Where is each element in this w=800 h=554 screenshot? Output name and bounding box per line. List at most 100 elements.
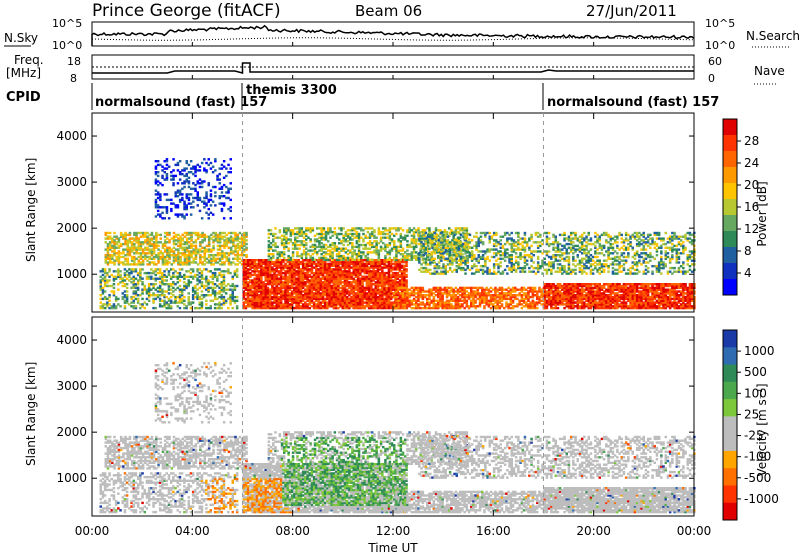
power-cell (177, 257, 180, 260)
power-cell (439, 295, 442, 299)
power-cell (352, 281, 355, 284)
power-cell (419, 301, 422, 304)
power-cell (201, 233, 204, 237)
power-cell (394, 279, 397, 282)
power-cell (324, 234, 328, 237)
power-cell (376, 271, 380, 275)
power-cell (260, 294, 263, 297)
power-cell (158, 290, 162, 293)
power-cell (188, 259, 191, 262)
power-cell (388, 234, 392, 237)
power-cell (277, 299, 281, 302)
power-cell (434, 299, 438, 302)
power-cell (351, 243, 354, 247)
power-cell (147, 286, 151, 290)
power-cell (343, 292, 347, 295)
power-cell (284, 295, 287, 299)
power-cell (238, 246, 242, 249)
power-cell (207, 248, 211, 251)
power-cell (321, 294, 325, 297)
power-cell (326, 292, 329, 295)
power-cell (467, 238, 471, 241)
power-cell (346, 232, 350, 236)
power-cell (408, 243, 411, 247)
power-cell (135, 239, 138, 242)
power-cell (285, 227, 288, 230)
power-cell (207, 294, 210, 297)
power-cell (389, 262, 393, 266)
power-cell (183, 255, 187, 259)
power-cell (163, 235, 167, 238)
power-cell (218, 303, 221, 306)
power-cell (466, 259, 469, 262)
power-cell (136, 301, 140, 304)
power-cell (251, 273, 254, 277)
power-cell (181, 254, 184, 257)
power-cell (249, 260, 252, 264)
power-cell (365, 277, 369, 280)
power-cell (180, 288, 184, 291)
power-cell (299, 306, 303, 310)
power-cell (114, 270, 118, 273)
power-cell (385, 305, 388, 308)
power-cell (295, 264, 298, 267)
power-cell (443, 303, 447, 306)
power-cell (111, 246, 114, 249)
power-cell (376, 288, 380, 291)
power-cell (478, 305, 482, 308)
power-cell (196, 294, 199, 297)
power-cell (344, 234, 348, 237)
power-cell (243, 233, 246, 237)
power-cell (464, 237, 467, 240)
power-cell (310, 270, 314, 273)
power-cell (385, 283, 388, 286)
power-cell (378, 292, 382, 295)
power-cell (246, 284, 250, 288)
power-cell (294, 232, 297, 236)
power-cell (108, 237, 112, 240)
power-cell (434, 288, 438, 291)
power-cell (152, 263, 156, 266)
power-cell (322, 245, 326, 249)
power-cell (315, 290, 318, 293)
power-cell (101, 306, 105, 310)
power-cell (133, 242, 136, 246)
power-cell (318, 242, 321, 245)
power-cell (316, 240, 319, 243)
power-cell (483, 290, 486, 293)
power-cell (274, 245, 277, 249)
power-cell (385, 281, 388, 284)
power-cell (400, 281, 404, 284)
power-cell (262, 286, 265, 290)
power-cell (377, 230, 381, 234)
power-cell (321, 270, 325, 273)
power-cell (337, 260, 340, 264)
power-cell (354, 259, 358, 262)
power-cell (412, 303, 416, 306)
power-cell (216, 252, 220, 255)
power-cell (212, 239, 215, 242)
power-cell (117, 261, 121, 264)
power-cell (520, 306, 524, 310)
power-cell (128, 263, 132, 266)
power-cell (453, 259, 456, 262)
power-cell (473, 235, 476, 238)
power-cell (451, 270, 454, 273)
power-cell (108, 294, 111, 297)
power-cell (103, 303, 107, 306)
power-cell (448, 299, 451, 302)
power-cell (507, 294, 510, 297)
power-cell (158, 284, 162, 288)
power-cell (185, 270, 188, 273)
power-cell (454, 232, 458, 236)
power-cell (457, 237, 461, 240)
power-cell (290, 264, 294, 267)
power-cell (299, 275, 303, 278)
power-cell (374, 284, 377, 288)
power-cell (232, 239, 235, 242)
power-cell (284, 284, 287, 288)
power-cell (415, 286, 418, 290)
power-cell (285, 229, 288, 232)
power-cell (481, 297, 484, 301)
power-cell (196, 231, 200, 235)
